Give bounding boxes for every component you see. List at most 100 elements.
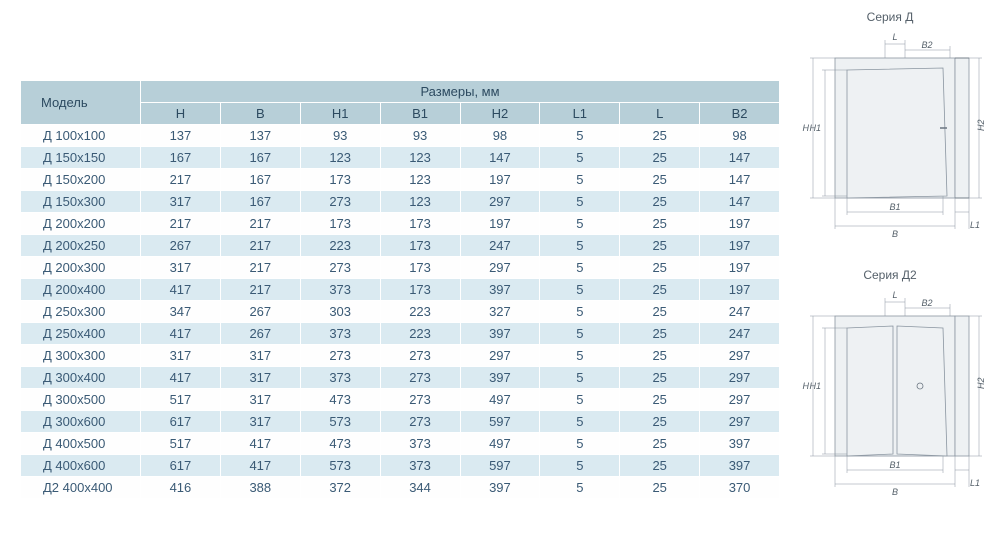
col-header-L1: L1	[540, 103, 620, 125]
cell-value: 98	[460, 125, 540, 147]
cell-value: 25	[620, 235, 700, 257]
cell-value: 397	[460, 477, 540, 499]
cell-value: 247	[700, 301, 780, 323]
cell-model: Д 200х400	[21, 279, 141, 301]
cell-model: Д 250х300	[21, 301, 141, 323]
cell-value: 397	[460, 367, 540, 389]
dim-B-d2: B	[892, 487, 898, 497]
cell-value: 397	[700, 455, 780, 477]
cell-value: 217	[141, 169, 221, 191]
dim-H2: H2	[976, 119, 985, 131]
cell-value: 344	[380, 477, 460, 499]
dim-H: H	[803, 123, 810, 133]
col-header-H1: H1	[300, 103, 380, 125]
cell-value: 273	[380, 411, 460, 433]
cell-model: Д 150х300	[21, 191, 141, 213]
table-row: Д 300х500517317473273497525297	[21, 389, 780, 411]
cell-value: 373	[300, 367, 380, 389]
cell-model: Д 300х500	[21, 389, 141, 411]
cell-value: 417	[220, 433, 300, 455]
cell-value: 297	[700, 411, 780, 433]
dim-H2-d2: H2	[976, 377, 985, 389]
cell-value: 617	[141, 455, 221, 477]
cell-value: 5	[540, 279, 620, 301]
cell-model: Д 150х200	[21, 169, 141, 191]
cell-value: 5	[540, 367, 620, 389]
cell-value: 173	[380, 279, 460, 301]
cell-value: 267	[141, 235, 221, 257]
dim-L: L	[892, 32, 897, 42]
cell-value: 25	[620, 411, 700, 433]
cell-value: 25	[620, 301, 700, 323]
cell-value: 173	[300, 169, 380, 191]
cell-value: 5	[540, 301, 620, 323]
cell-value: 123	[380, 169, 460, 191]
diagram-svg-d: H H1 H2 B B1 L	[795, 28, 985, 248]
col-header-B: B	[220, 103, 300, 125]
table-row: Д 300х300317317273273297525297	[21, 345, 780, 367]
cell-value: 197	[700, 235, 780, 257]
dim-B2-d2: B2	[921, 298, 932, 308]
cell-value: 123	[300, 147, 380, 169]
cell-value: 347	[141, 301, 221, 323]
diagram-title-d: Серия Д	[795, 10, 985, 24]
table-row: Д 100х10013713793939852598	[21, 125, 780, 147]
cell-value: 373	[300, 279, 380, 301]
cell-value: 5	[540, 147, 620, 169]
dim-L1: L1	[970, 220, 980, 230]
cell-value: 573	[300, 455, 380, 477]
cell-value: 5	[540, 455, 620, 477]
diagram-series-d: Серия Д H H1 H2	[795, 10, 985, 248]
dim-B1-d2: B1	[889, 460, 900, 470]
cell-value: 297	[460, 191, 540, 213]
cell-value: 167	[220, 191, 300, 213]
cell-value: 25	[620, 323, 700, 345]
cell-value: 173	[300, 213, 380, 235]
cell-value: 372	[300, 477, 380, 499]
cell-value: 303	[300, 301, 380, 323]
cell-value: 223	[300, 235, 380, 257]
cell-value: 5	[540, 235, 620, 257]
cell-value: 25	[620, 213, 700, 235]
cell-model: Д 400х500	[21, 433, 141, 455]
cell-value: 497	[460, 389, 540, 411]
cell-value: 217	[220, 279, 300, 301]
cell-value: 93	[380, 125, 460, 147]
cell-value: 273	[300, 191, 380, 213]
cell-value: 25	[620, 389, 700, 411]
cell-value: 98	[700, 125, 780, 147]
cell-value: 517	[141, 389, 221, 411]
cell-value: 597	[460, 455, 540, 477]
cell-value: 327	[460, 301, 540, 323]
cell-value: 173	[380, 235, 460, 257]
cell-value: 93	[300, 125, 380, 147]
dim-B2: B2	[921, 40, 932, 50]
cell-value: 317	[141, 345, 221, 367]
dim-H1-d2: H1	[809, 381, 821, 391]
cell-value: 417	[141, 323, 221, 345]
cell-value: 217	[141, 213, 221, 235]
diagram-svg-d2: H H1 H2 B B1 L	[795, 286, 985, 506]
cell-value: 217	[220, 235, 300, 257]
cell-model: Д 150х150	[21, 147, 141, 169]
cell-value: 25	[620, 191, 700, 213]
col-header-B1: B1	[380, 103, 460, 125]
cell-value: 370	[700, 477, 780, 499]
cell-value: 223	[380, 301, 460, 323]
cell-value: 517	[141, 433, 221, 455]
cell-model: Д 300х400	[21, 367, 141, 389]
table-row: Д 400х600617417573373597525397	[21, 455, 780, 477]
cell-model: Д 100х100	[21, 125, 141, 147]
cell-value: 5	[540, 213, 620, 235]
col-header-B2: B2	[700, 103, 780, 125]
cell-value: 273	[380, 345, 460, 367]
cell-value: 25	[620, 345, 700, 367]
cell-value: 217	[220, 213, 300, 235]
cell-value: 223	[380, 323, 460, 345]
cell-value: 5	[540, 411, 620, 433]
table-row: Д 300х400417317373273397525297	[21, 367, 780, 389]
table-row: Д 250х400417267373223397525247	[21, 323, 780, 345]
cell-value: 137	[141, 125, 221, 147]
cell-model: Д 400х600	[21, 455, 141, 477]
cell-value: 273	[380, 367, 460, 389]
